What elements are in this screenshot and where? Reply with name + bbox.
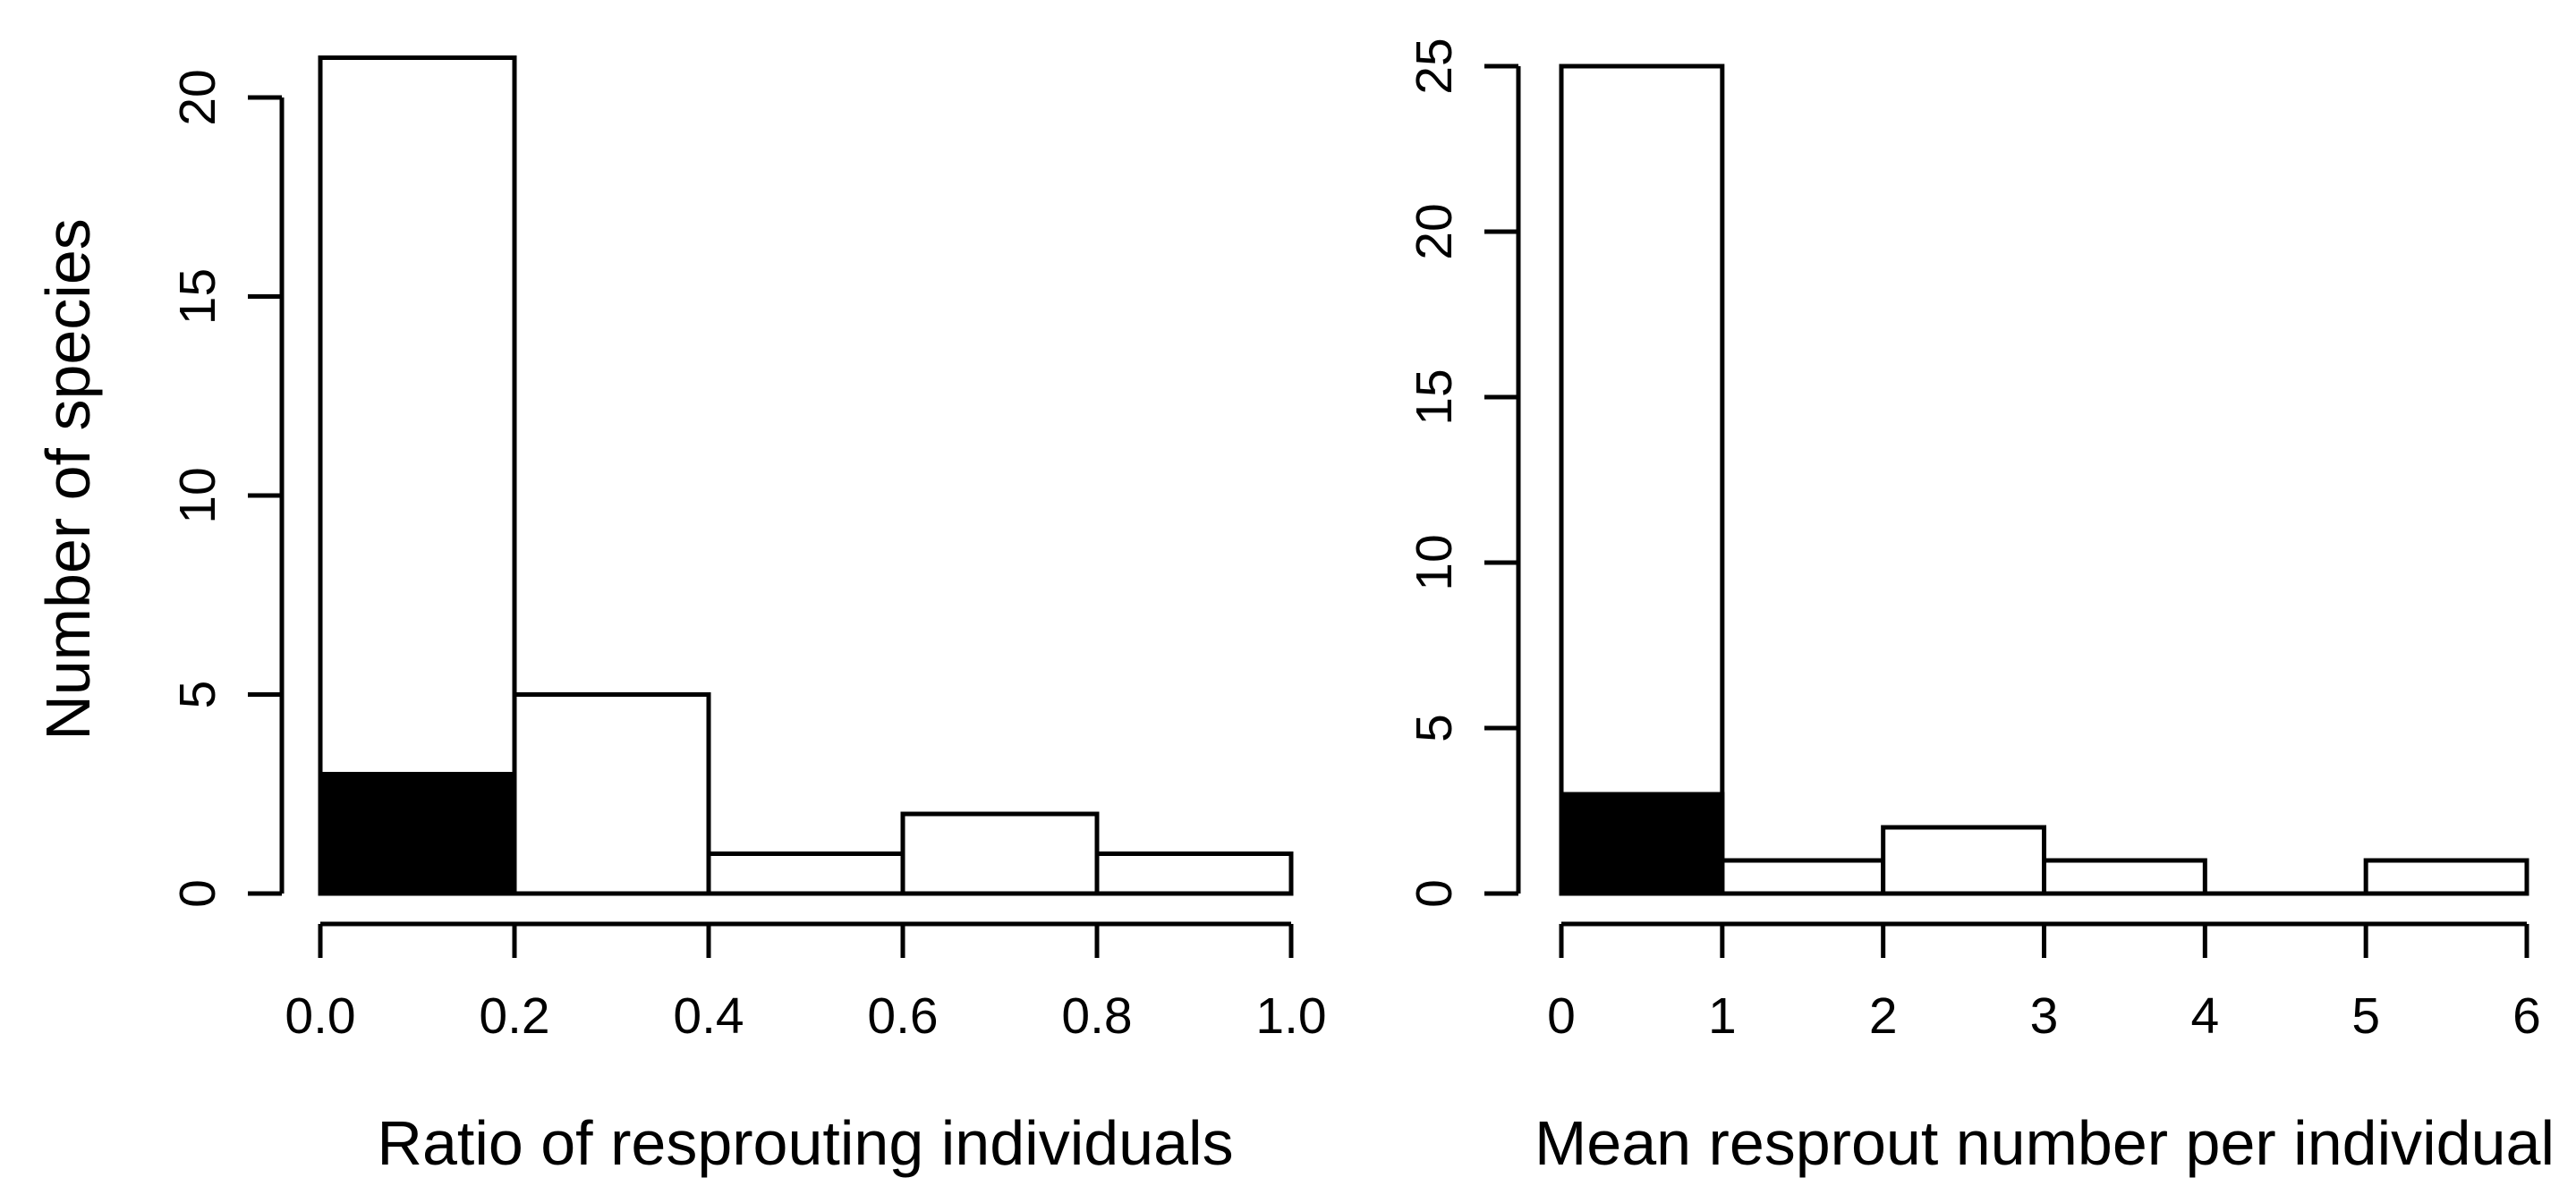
histogram-bar <box>1720 858 1886 896</box>
y-tick-label: 10 <box>1406 534 1463 590</box>
x-tick-label: 0.2 <box>479 987 549 1045</box>
y-tick-label: 0 <box>1406 879 1463 908</box>
x-tick-label: 1 <box>1708 987 1737 1045</box>
x-tick-label: 4 <box>2190 987 2219 1045</box>
y-tick-label: 25 <box>1406 38 1463 94</box>
y-tick-label: 0 <box>169 879 226 908</box>
y-tick-label: 10 <box>169 467 226 523</box>
left-y-axis-label: Number of species <box>33 218 103 741</box>
x-tick-label: 0.0 <box>285 987 355 1045</box>
x-tick-label: 1.0 <box>1255 987 1326 1045</box>
y-tick-label: 15 <box>169 268 226 325</box>
y-tick-label: 5 <box>1406 714 1463 742</box>
right-histogram-panel: 0 5 10 15 20 25 0 1 2 3 4 5 6 <box>1406 38 2541 1045</box>
y-tick-label: 20 <box>1406 203 1463 259</box>
histogram-bar <box>512 692 711 896</box>
histogram-bar <box>1881 825 2047 896</box>
y-tick-label: 15 <box>1406 369 1463 425</box>
histogram-bar <box>706 851 905 896</box>
histogram-bar <box>2363 858 2529 896</box>
y-tick-label: 20 <box>169 69 226 125</box>
histogram-bar <box>2042 858 2207 896</box>
left-x-axis-label: Ratio of resprouting individuals <box>377 1108 1233 1178</box>
left-histogram-panel: 0 5 10 15 20 0.0 0.2 0.4 0.6 0.8 1.0 <box>169 55 1327 1045</box>
x-tick-label: 6 <box>2512 987 2541 1045</box>
y-tick-label: 5 <box>169 681 226 709</box>
right-x-axis-label: Mean resprout number per individual <box>1535 1108 2555 1178</box>
x-tick-label: 0 <box>1547 987 1576 1045</box>
x-tick-label: 5 <box>2351 987 2380 1045</box>
x-tick-label: 0.6 <box>867 987 938 1045</box>
histogram-bar <box>1559 64 1725 896</box>
histogram-bar-highlighted <box>1559 792 1725 896</box>
x-tick-label: 2 <box>1869 987 1898 1045</box>
x-tick-label: 0.8 <box>1061 987 1132 1045</box>
x-tick-label: 0.4 <box>673 987 744 1045</box>
histogram-bar <box>1094 851 1294 896</box>
histogram-bar <box>900 811 1100 896</box>
histogram-bar-highlighted <box>318 772 517 896</box>
x-tick-label: 3 <box>2030 987 2059 1045</box>
histogram-bar <box>318 55 517 896</box>
